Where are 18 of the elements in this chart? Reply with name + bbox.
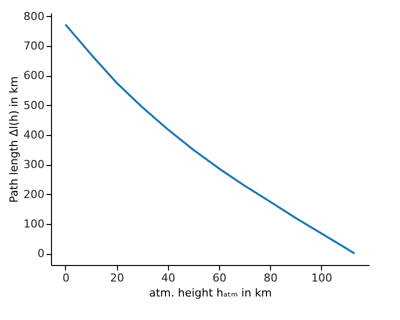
x-tick-label: 20 bbox=[110, 272, 124, 284]
y-tick-label: 100 bbox=[24, 217, 44, 230]
x-axis-title: atm. height hₐₜₘ in km bbox=[149, 286, 272, 300]
y-tick-label: 700 bbox=[24, 40, 44, 53]
y-tick-label: 800 bbox=[24, 10, 44, 23]
y-tick-label: 300 bbox=[24, 158, 44, 172]
x-tick-label: 100 bbox=[311, 272, 332, 284]
y-tick-label: 0 bbox=[38, 247, 44, 260]
y-tick-label: 400 bbox=[24, 128, 44, 142]
line-series bbox=[64, 23, 356, 255]
y-tick-label: 500 bbox=[24, 98, 44, 112]
x-tick-label: 40 bbox=[161, 272, 176, 284]
x-tick-label: 60 bbox=[212, 272, 226, 284]
x-tick-label: 0 bbox=[62, 272, 70, 284]
y-tick-label: 200 bbox=[24, 188, 44, 201]
y-tick-label: 600 bbox=[24, 69, 44, 82]
x-tick-label: 80 bbox=[264, 272, 278, 284]
y-axis-title: Path length Δl(h) in km bbox=[8, 76, 21, 203]
